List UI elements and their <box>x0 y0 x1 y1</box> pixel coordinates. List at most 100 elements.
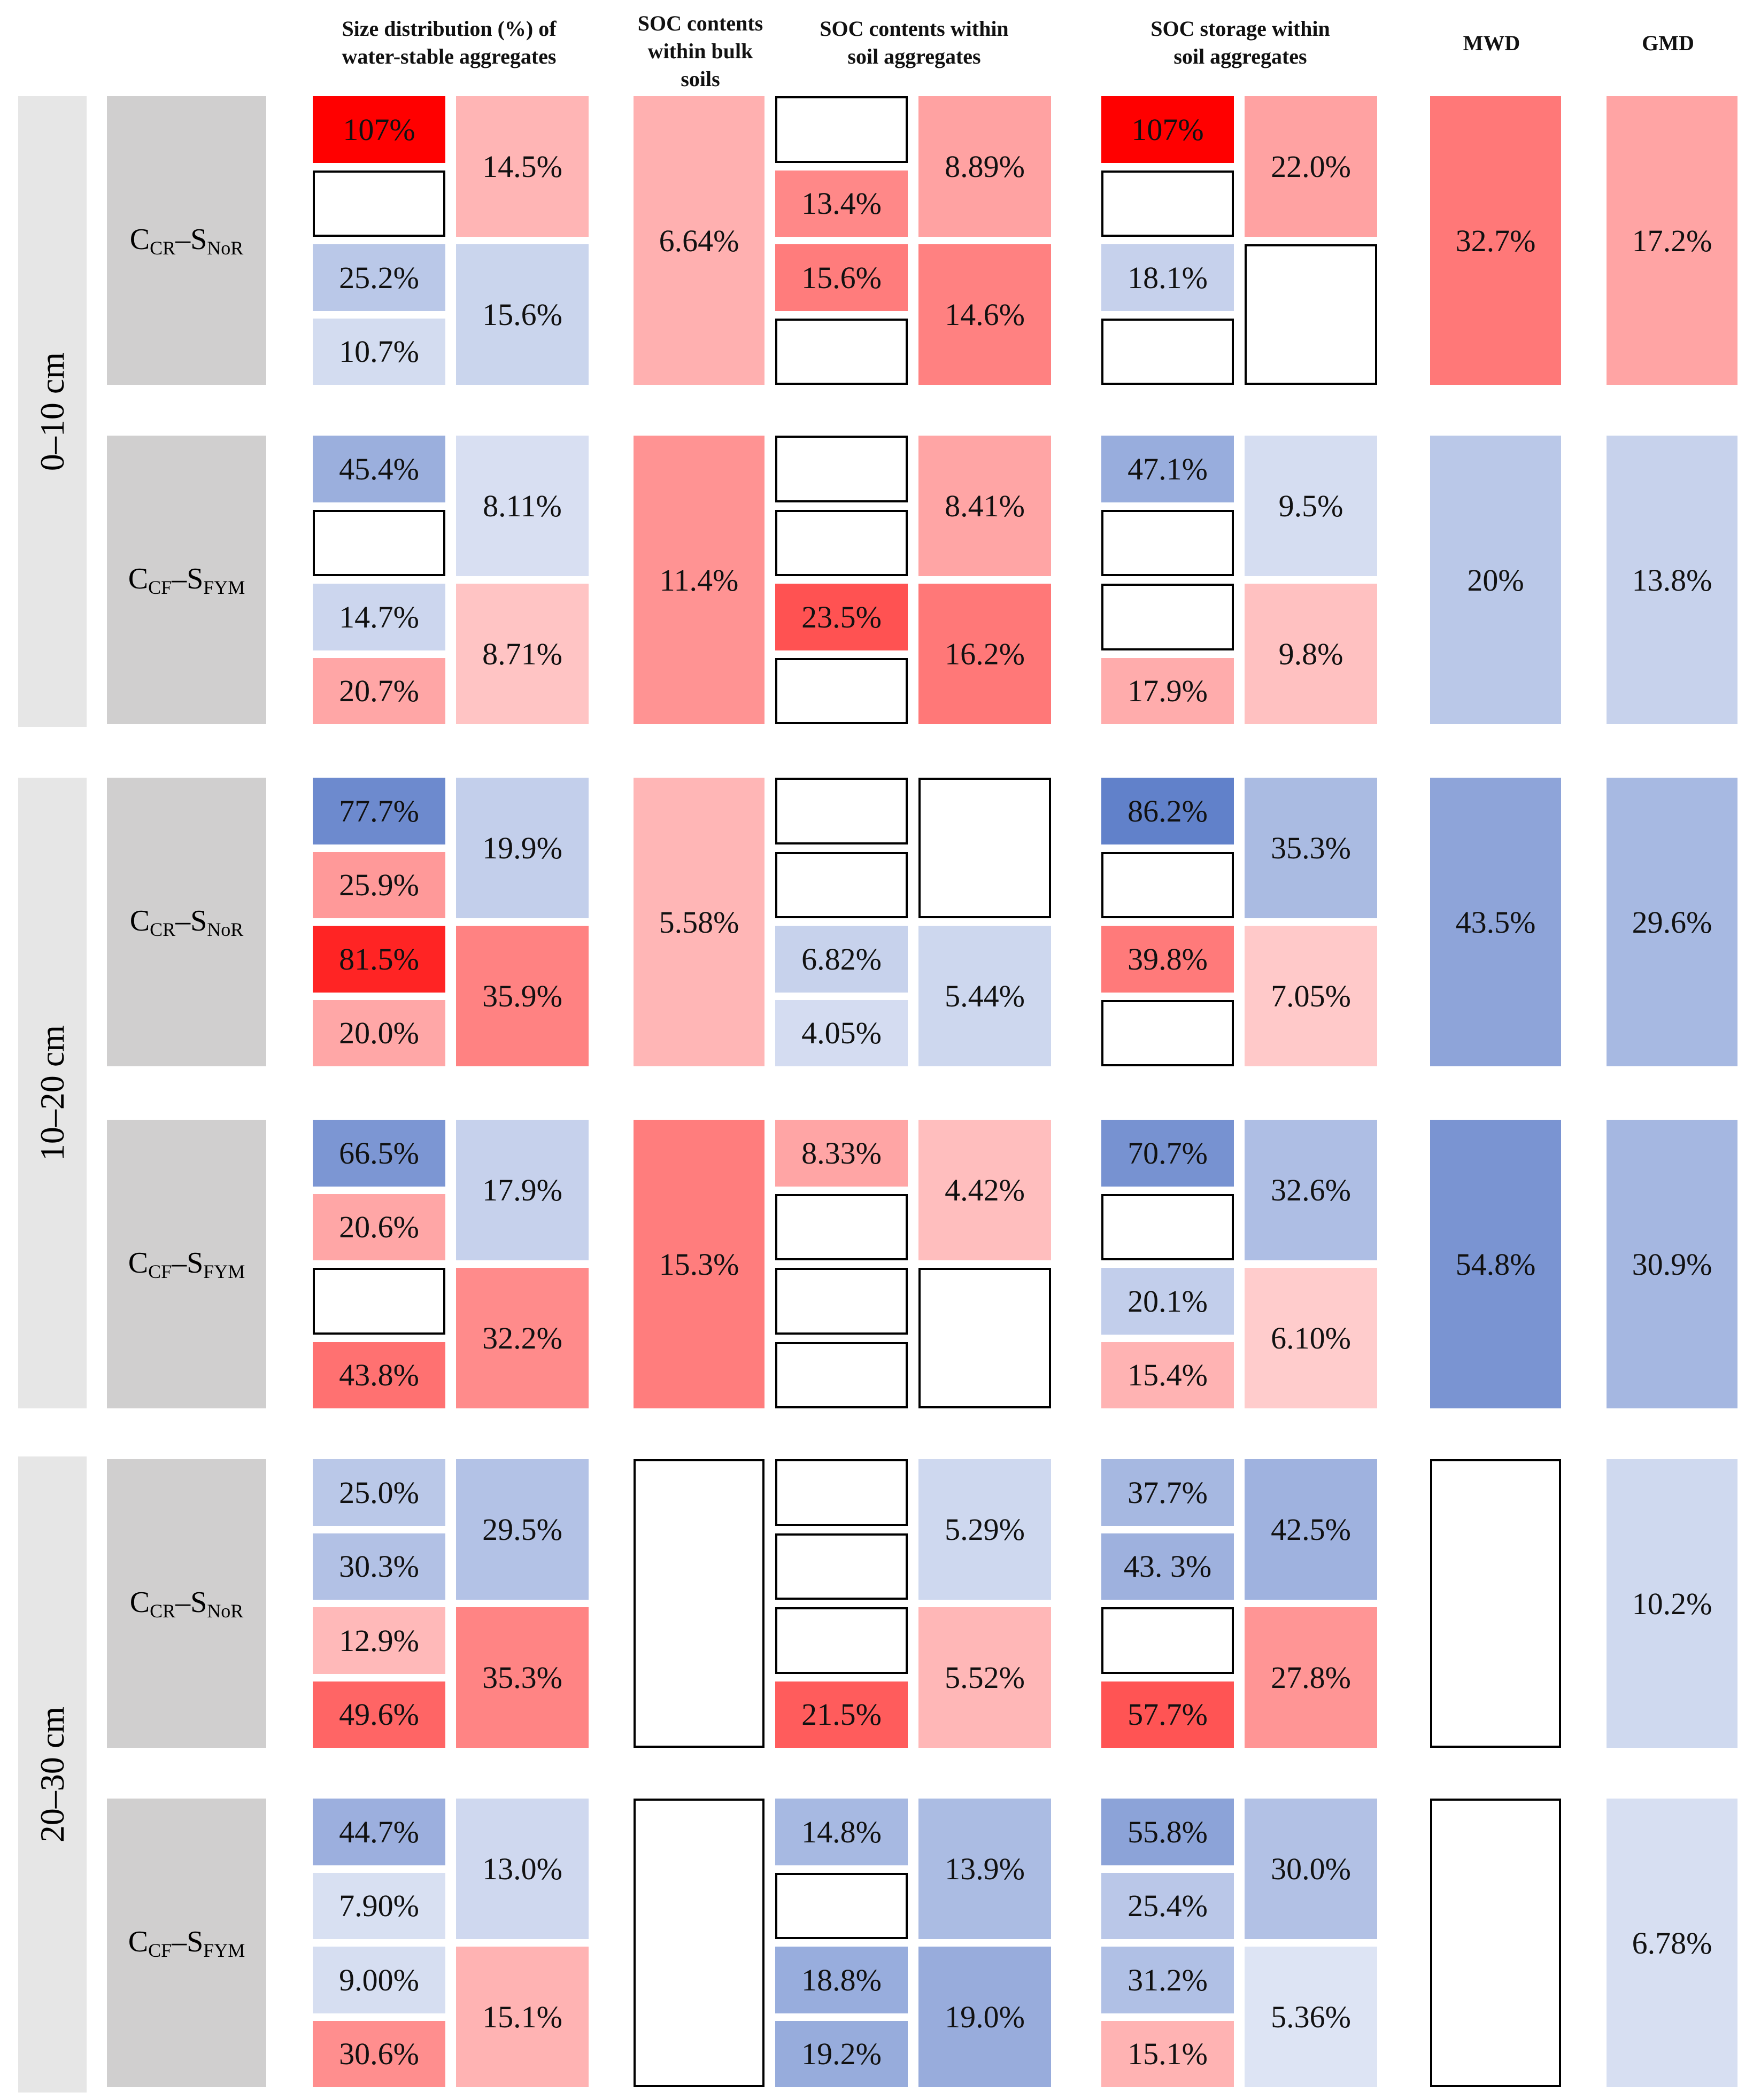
cell-value: 16.2% <box>945 637 1025 671</box>
decrease-cell: 5.36% <box>1245 1947 1377 2087</box>
cell-value: 13.4% <box>801 186 882 221</box>
decrease-cell: 29.6% <box>1607 778 1737 1066</box>
decrease-cell: 19.9% <box>456 778 589 918</box>
empty-cell <box>775 318 908 385</box>
cell-value: 15.3% <box>659 1246 739 1282</box>
header-line: Size distribution (%) of <box>342 17 557 41</box>
cell-value: 15.6% <box>801 260 882 295</box>
increase-cell: 7.05% <box>1245 926 1377 1066</box>
decrease-cell: 5.44% <box>918 926 1051 1066</box>
cell-value: 8.41% <box>945 489 1025 523</box>
increase-cell: 15.1% <box>1101 2020 1234 2087</box>
cell-value: 5.44% <box>945 979 1025 1013</box>
cell-value: 30.3% <box>339 1549 419 1584</box>
cell-value: 12.9% <box>339 1623 419 1658</box>
decrease-cell: 54.8% <box>1430 1120 1561 1408</box>
increase-cell: 30.6% <box>313 2020 445 2087</box>
cell-value: 30.0% <box>1271 1851 1351 1886</box>
treatment-text: CCF–SFYM <box>128 1246 245 1282</box>
cell-value: 86.2% <box>1128 793 1208 828</box>
decrease-cell: 86.2% <box>1101 778 1234 844</box>
header-line: water-stable aggregates <box>342 44 557 68</box>
increase-cell: 12.9% <box>313 1607 445 1674</box>
treatment-text: CCR–SNoR <box>129 904 244 940</box>
increase-cell: 15.6% <box>775 244 908 311</box>
header-line: SOC contents within <box>820 17 1009 41</box>
empty-cell <box>775 1872 908 1939</box>
header-line: within bulk <box>647 39 753 63</box>
cell-value: 25.4% <box>1128 1888 1208 1924</box>
header-soc-bulk: SOC contents within bulk soils <box>615 10 786 93</box>
increase-cell: 5.52% <box>918 1607 1051 1748</box>
increase-cell: 14.6% <box>918 244 1051 385</box>
increase-cell: 21.5% <box>775 1681 908 1748</box>
increase-cell: 5.58% <box>634 778 764 1066</box>
increase-cell: 8.89% <box>918 96 1051 237</box>
empty-cell <box>775 509 908 576</box>
empty-cell <box>1101 509 1234 576</box>
empty-cell <box>634 1799 764 2087</box>
treatment-label: CCF–SFYM <box>107 1120 266 1408</box>
cell-value: 9.00% <box>339 1962 419 1997</box>
decrease-cell: 15.6% <box>456 244 589 385</box>
empty-cell <box>775 1533 908 1600</box>
decrease-cell: 9.5% <box>1245 436 1377 576</box>
treatment-text: CCF–SFYM <box>128 1925 245 1961</box>
increase-cell: 8.33% <box>775 1120 908 1187</box>
cell-value: 43.8% <box>339 1358 419 1393</box>
increase-cell: 15.4% <box>1101 1342 1234 1408</box>
increase-cell: 15.3% <box>634 1120 764 1408</box>
decrease-cell: 77.7% <box>313 778 445 844</box>
increase-cell: 107% <box>1101 96 1234 163</box>
decrease-cell: 35.3% <box>1245 778 1377 918</box>
empty-cell <box>1101 851 1234 918</box>
cell-value: 9.5% <box>1278 489 1343 523</box>
cell-value: 15.1% <box>1128 2036 1208 2072</box>
decrease-cell: 29.5% <box>456 1459 589 1600</box>
cell-value: 17.2% <box>1632 223 1712 258</box>
empty-cell <box>918 1268 1051 1408</box>
increase-cell: 22.0% <box>1245 96 1377 237</box>
cell-value: 15.1% <box>482 2000 562 2034</box>
decrease-cell: 30.9% <box>1607 1120 1737 1408</box>
cell-value: 13.9% <box>945 1851 1025 1886</box>
cell-value: 5.52% <box>945 1660 1025 1695</box>
cell-value: 15.6% <box>482 297 562 332</box>
cell-value: 4.42% <box>945 1173 1025 1207</box>
cell-value: 35.9% <box>482 979 562 1013</box>
cell-value: 45.4% <box>339 451 419 486</box>
cell-value: 30.9% <box>1632 1246 1712 1282</box>
decrease-cell: 25.4% <box>1101 1872 1234 1939</box>
decrease-cell: 30.0% <box>1245 1799 1377 1939</box>
increase-cell: 4.42% <box>918 1120 1051 1260</box>
empty-cell <box>775 657 908 724</box>
header-soc-aggregates: SOC contents within soil aggregates <box>770 15 1059 71</box>
header-gmd: GMD <box>1615 29 1721 57</box>
cell-value: 25.0% <box>339 1475 419 1510</box>
increase-cell: 20.0% <box>313 999 445 1066</box>
cell-value: 18.1% <box>1128 260 1208 295</box>
increase-cell: 8.41% <box>918 436 1051 576</box>
empty-cell <box>1101 584 1234 650</box>
header-size-distribution: Size distribution (%) of water-stable ag… <box>299 15 599 71</box>
decrease-cell: 45.4% <box>313 436 445 502</box>
depth-label-0-10: 0–10 cm <box>18 96 87 727</box>
increase-cell: 35.3% <box>456 1607 589 1748</box>
increase-cell: 17.2% <box>1607 96 1737 385</box>
increase-cell: 32.7% <box>1430 96 1561 385</box>
cell-value: 9.8% <box>1278 637 1343 671</box>
increase-cell: 8.71% <box>456 584 589 724</box>
cell-value: 6.82% <box>801 941 882 977</box>
decrease-cell: 13.9% <box>918 1799 1051 1939</box>
decrease-cell: 37.7% <box>1101 1459 1234 1526</box>
empty-cell <box>1101 999 1234 1066</box>
cell-value: 14.8% <box>801 1814 882 1849</box>
decrease-cell: 17.9% <box>456 1120 589 1260</box>
cell-value: 13.0% <box>482 1851 562 1886</box>
increase-cell: 13.4% <box>775 170 908 237</box>
cell-value: 30.6% <box>339 2036 419 2072</box>
cell-value: 47.1% <box>1128 451 1208 486</box>
cell-value: 55.8% <box>1128 1814 1208 1849</box>
cell-value: 20% <box>1467 562 1524 598</box>
